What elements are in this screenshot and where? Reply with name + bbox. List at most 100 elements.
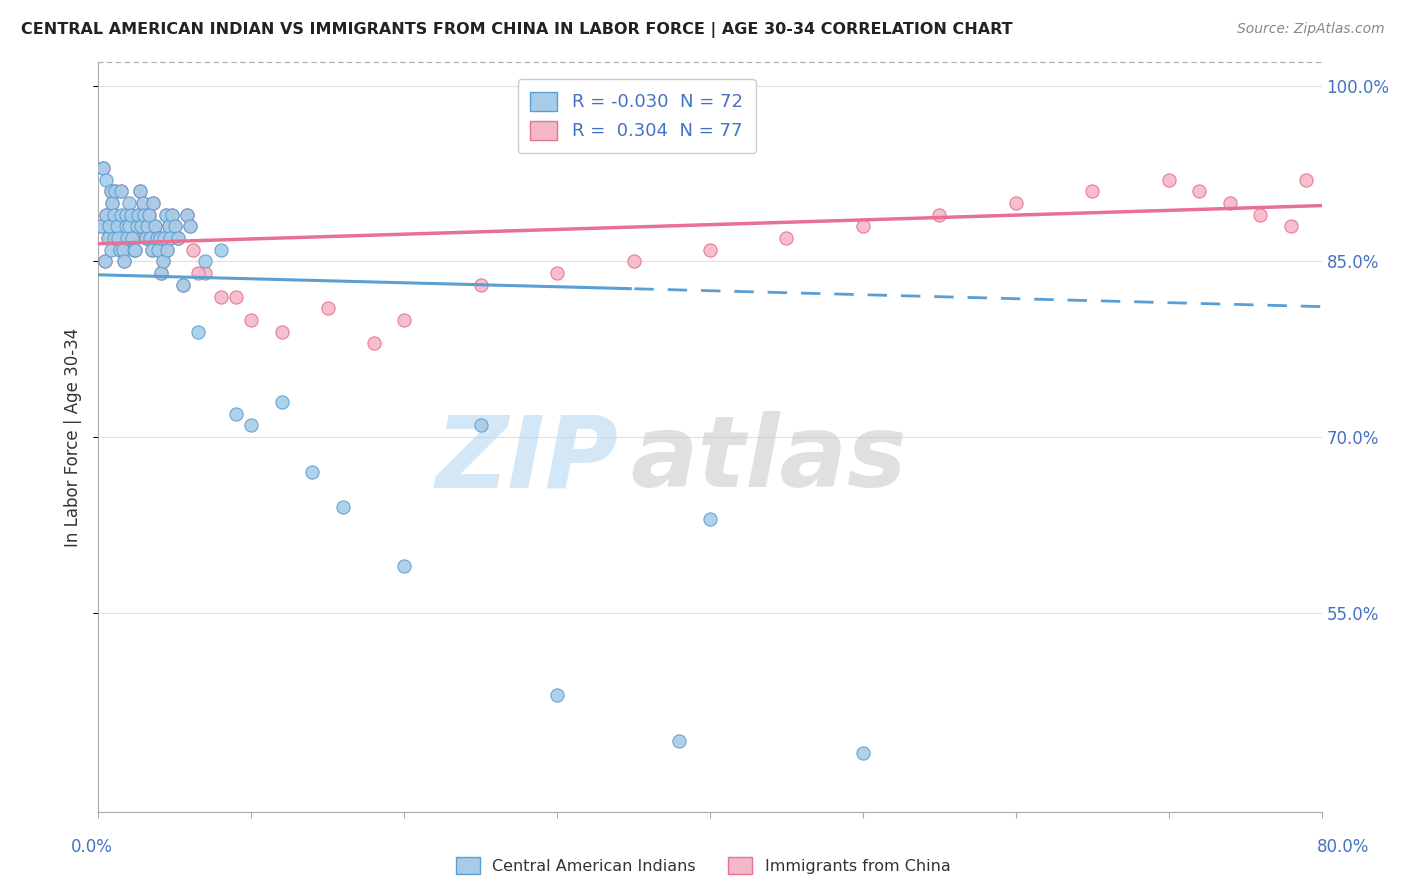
Text: 0.0%: 0.0% (70, 838, 112, 855)
Point (155, 208, 177, 222)
Point (117, 208, 139, 222)
Point (108, 243, 131, 257)
Point (1219, 195, 1241, 210)
Point (149, 231, 172, 245)
Point (136, 219, 159, 234)
Point (103, 231, 125, 245)
Point (142, 195, 165, 210)
Text: Source: ZipAtlas.com: Source: ZipAtlas.com (1237, 22, 1385, 37)
Point (928, 208, 950, 222)
Point (363, 336, 385, 351)
Point (160, 208, 183, 222)
Legend: R = -0.030  N = 72, R =  0.304  N = 77: R = -0.030 N = 72, R = 0.304 N = 77 (517, 79, 755, 153)
Point (105, 219, 128, 234)
Point (240, 313, 263, 327)
Point (1004, 195, 1026, 210)
Point (150, 266, 173, 280)
Point (156, 243, 179, 257)
Point (94, 208, 117, 222)
Point (134, 208, 156, 222)
Point (142, 195, 165, 210)
Point (470, 277, 492, 292)
Point (132, 195, 155, 210)
Point (775, 231, 797, 245)
Point (139, 231, 162, 245)
Point (129, 219, 152, 234)
Point (94, 208, 117, 222)
Point (138, 208, 160, 222)
Point (135, 231, 157, 245)
Point (115, 219, 138, 234)
Point (134, 208, 156, 222)
Point (172, 277, 194, 292)
Point (101, 195, 124, 210)
Point (301, 465, 323, 479)
Point (152, 254, 174, 268)
Point (118, 219, 141, 234)
Point (149, 231, 172, 245)
Text: ZIP: ZIP (436, 411, 619, 508)
Point (127, 208, 149, 222)
Point (122, 231, 145, 245)
Point (157, 219, 180, 234)
Point (115, 208, 138, 222)
Point (138, 208, 160, 222)
Point (699, 512, 721, 526)
Point (270, 395, 292, 409)
Point (392, 313, 416, 327)
Point (145, 231, 167, 245)
Point (176, 208, 198, 222)
Point (159, 231, 181, 245)
Point (240, 418, 263, 433)
Point (129, 219, 152, 234)
Point (146, 243, 169, 257)
Point (110, 184, 132, 198)
Point (112, 254, 135, 268)
Point (124, 243, 146, 257)
Point (125, 219, 148, 234)
Point (332, 500, 354, 515)
Point (160, 208, 183, 222)
Point (699, 243, 721, 257)
Point (172, 277, 194, 292)
Point (187, 325, 209, 339)
Point (392, 558, 416, 573)
Point (110, 208, 132, 222)
Point (179, 219, 201, 234)
Point (103, 231, 125, 245)
Point (132, 195, 155, 210)
Point (153, 231, 176, 245)
Point (91, 161, 114, 175)
Point (104, 184, 127, 198)
Point (167, 231, 190, 245)
Point (107, 231, 129, 245)
Point (1188, 184, 1211, 198)
Y-axis label: In Labor Force | Age 30-34: In Labor Force | Age 30-34 (65, 327, 83, 547)
Point (98, 219, 121, 234)
Point (316, 301, 339, 316)
Point (124, 243, 146, 257)
Point (115, 208, 138, 222)
Point (107, 231, 129, 245)
Point (159, 231, 181, 245)
Point (1249, 208, 1271, 222)
Point (145, 231, 167, 245)
Point (187, 266, 209, 280)
Point (157, 219, 180, 234)
Point (153, 231, 176, 245)
Point (225, 289, 247, 303)
Point (90, 219, 112, 234)
Point (852, 219, 875, 234)
Point (98, 219, 121, 234)
Point (118, 195, 141, 210)
Point (1279, 219, 1302, 234)
Point (141, 243, 163, 257)
Point (100, 184, 122, 198)
Point (104, 184, 127, 198)
Point (143, 219, 166, 234)
Point (118, 219, 141, 234)
Point (97, 231, 120, 245)
Point (90, 219, 112, 234)
Text: atlas: atlas (630, 411, 907, 508)
Point (111, 243, 134, 257)
